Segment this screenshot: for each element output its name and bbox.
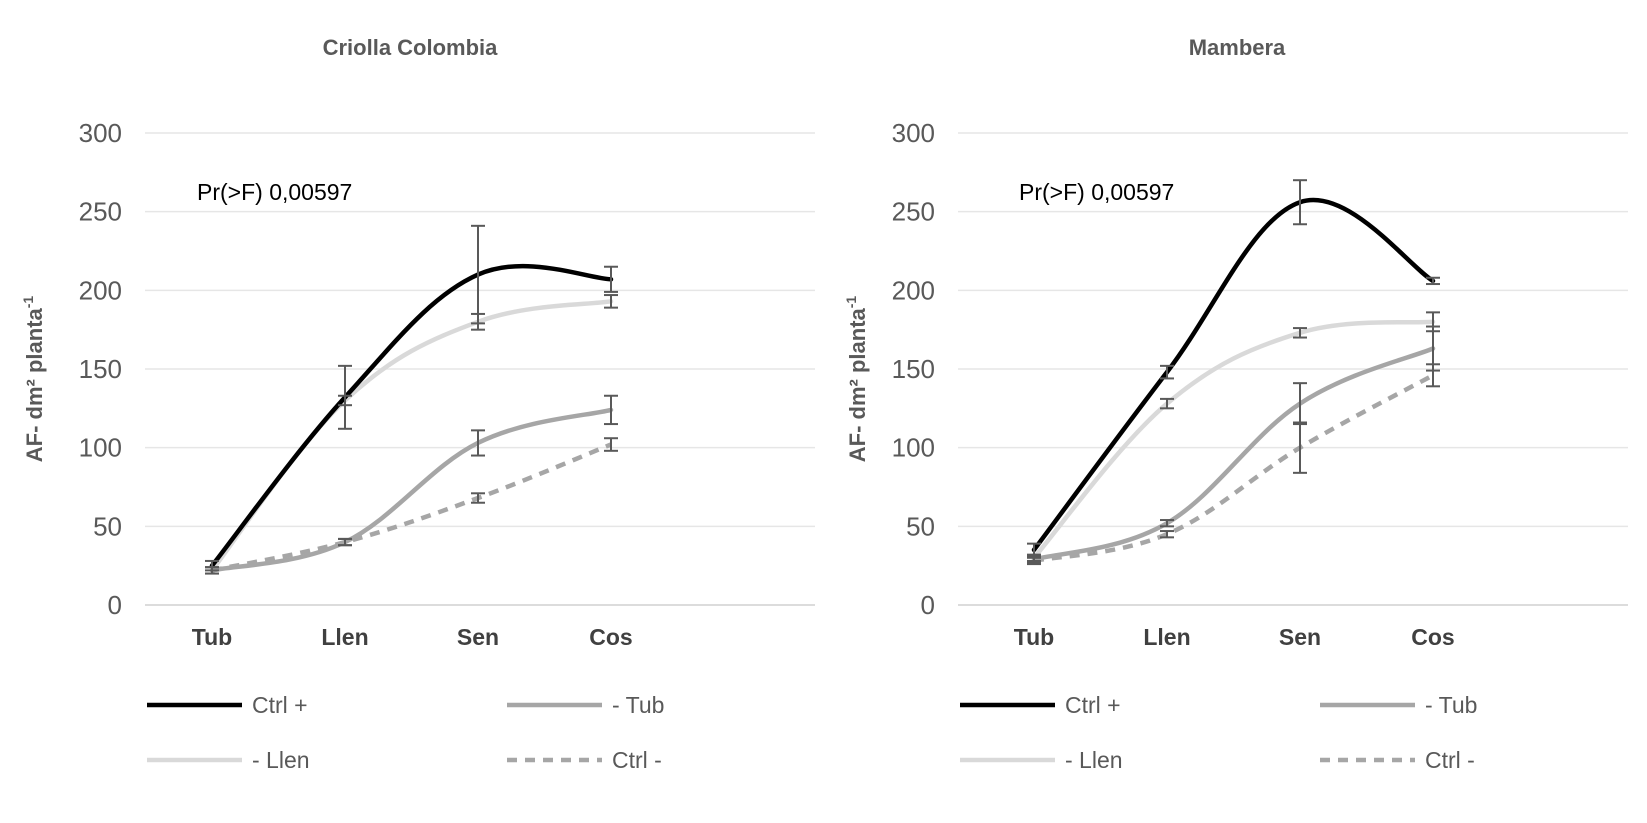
error-bar bbox=[338, 537, 352, 547]
chart-panel-2: Mambera 0 50 100 150 200 250 300 Tub Llen Sen Cos AF… bbox=[843, 35, 1628, 773]
significance-annotation: Pr(>F) 0,00597 bbox=[1019, 179, 1174, 205]
x-tick-label: Llen bbox=[1143, 624, 1190, 650]
error-bar bbox=[1426, 363, 1440, 388]
significance-annotation: Pr(>F) 0,00597 bbox=[197, 179, 352, 205]
error-bar bbox=[604, 394, 618, 426]
y-tick-label: 50 bbox=[906, 511, 935, 541]
error-bar bbox=[1293, 179, 1307, 226]
error-bar bbox=[205, 566, 219, 575]
chart-title: Mambera bbox=[1189, 35, 1286, 60]
error-bar bbox=[471, 429, 485, 457]
y-tick-label: 300 bbox=[79, 118, 122, 148]
x-tick-label: Cos bbox=[589, 624, 632, 650]
x-tick-label: Cos bbox=[1411, 624, 1454, 650]
legend-label: Ctrl + bbox=[1065, 692, 1121, 718]
x-tick-label: Tub bbox=[1014, 624, 1054, 650]
error-bar bbox=[604, 265, 618, 293]
legend-label: - Tub bbox=[1425, 692, 1477, 718]
legend-label: - Llen bbox=[1065, 747, 1123, 773]
y-tick-label: 100 bbox=[79, 433, 122, 463]
series-line-tub bbox=[209, 407, 614, 573]
legend-item: - Tub bbox=[1320, 692, 1477, 718]
error-bar bbox=[1160, 397, 1174, 410]
error-bar bbox=[1160, 530, 1174, 539]
error-bar bbox=[471, 312, 485, 331]
legend-label: Ctrl - bbox=[1425, 747, 1475, 773]
legend-label: Ctrl + bbox=[252, 692, 308, 718]
legend-label: Ctrl - bbox=[612, 747, 662, 773]
error-bar bbox=[1027, 556, 1041, 566]
legend-label: - Llen bbox=[252, 747, 310, 773]
y-tick-label: 250 bbox=[79, 197, 122, 227]
y-tick-label: 100 bbox=[892, 433, 935, 463]
legend-item: Ctrl - bbox=[507, 747, 662, 773]
error-bar bbox=[1426, 311, 1440, 333]
series-line-ctrl bbox=[209, 263, 614, 568]
legend-item: - Tub bbox=[507, 692, 664, 718]
y-tick-label: 0 bbox=[921, 590, 935, 620]
y-tick-label: 200 bbox=[79, 275, 122, 305]
y-tick-label: 0 bbox=[108, 590, 122, 620]
y-tick-label: 250 bbox=[892, 197, 935, 227]
error-bar bbox=[604, 437, 618, 452]
error-bar bbox=[471, 492, 485, 504]
error-bar bbox=[1293, 327, 1307, 339]
series-line-ctrl bbox=[1033, 373, 1435, 564]
y-tick-label: 50 bbox=[93, 511, 122, 541]
y-tick-label: 150 bbox=[892, 354, 935, 384]
legend-item: Ctrl + bbox=[960, 692, 1121, 718]
y-tick-label: 150 bbox=[79, 354, 122, 384]
error-bar bbox=[1426, 276, 1440, 286]
legend-item: Ctrl - bbox=[1320, 747, 1475, 773]
legend-label: - Tub bbox=[612, 692, 664, 718]
error-bar bbox=[1160, 519, 1174, 528]
error-bar bbox=[1160, 364, 1174, 380]
error-bar bbox=[1293, 421, 1307, 474]
y-axis-label: AF- dm² planta-1 bbox=[20, 296, 47, 463]
chart-title: Criolla Colombia bbox=[323, 35, 499, 60]
x-tick-label: Sen bbox=[1279, 624, 1321, 650]
error-bar bbox=[1293, 382, 1307, 426]
series-line-ctrl bbox=[1031, 197, 1436, 553]
legend-item: Ctrl + bbox=[147, 692, 308, 718]
y-tick-label: 300 bbox=[892, 118, 935, 148]
legend-item: - Llen bbox=[960, 747, 1123, 773]
x-tick-label: Sen bbox=[457, 624, 499, 650]
y-tick-label: 200 bbox=[892, 275, 935, 305]
series-line-tub bbox=[1031, 346, 1436, 562]
chart-panel-1: Criolla Colombia 0 50 100 150 200 250 300 Tub Lle… bbox=[20, 35, 815, 773]
error-bar bbox=[604, 294, 618, 309]
x-tick-label: Tub bbox=[192, 624, 232, 650]
x-tick-label: Llen bbox=[321, 624, 368, 650]
y-axis-label: AF- dm² planta-1 bbox=[843, 296, 870, 463]
legend-item: - Llen bbox=[147, 747, 310, 773]
error-bar bbox=[338, 394, 352, 407]
series-line-llen bbox=[209, 299, 614, 573]
series-line-llen bbox=[1031, 319, 1436, 561]
series-line-ctrl bbox=[211, 442, 612, 573]
